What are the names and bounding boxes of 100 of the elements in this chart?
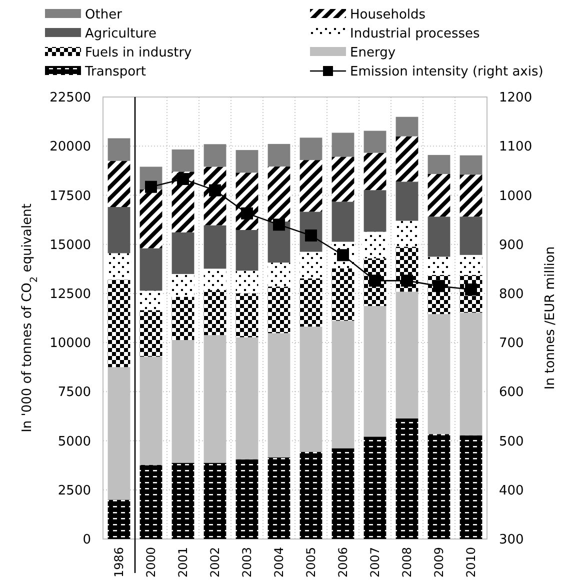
bar <box>428 154 450 174</box>
bar <box>172 340 194 463</box>
x-tick-label: 2004 <box>272 547 286 578</box>
bar <box>108 138 130 161</box>
bar <box>268 144 290 167</box>
bar <box>396 116 418 136</box>
bar <box>332 132 354 157</box>
legend-label: Fuels in industry <box>85 46 192 61</box>
bar <box>300 278 322 327</box>
bar <box>268 286 290 334</box>
y-tick-label: 0 <box>82 532 91 548</box>
y2-tick-label: 1100 <box>499 140 532 155</box>
bar <box>396 182 418 221</box>
bar <box>460 312 482 436</box>
point <box>433 280 445 292</box>
point <box>273 218 285 231</box>
bar <box>204 290 226 336</box>
y2-tick-label: 800 <box>499 286 524 302</box>
point <box>401 274 413 287</box>
bar <box>140 464 162 539</box>
bar <box>428 216 450 257</box>
point <box>177 173 189 186</box>
x-tick-label: 2003 <box>240 547 254 578</box>
bar <box>172 462 194 539</box>
y-tick-label: 5000 <box>58 434 91 450</box>
bar <box>268 166 290 222</box>
y2-tick-label: 500 <box>499 434 524 450</box>
bar <box>108 500 130 539</box>
y-tick-label: 15000 <box>50 238 91 253</box>
bar <box>460 174 482 217</box>
bar <box>364 152 386 190</box>
bar <box>172 149 194 172</box>
bar <box>396 136 418 182</box>
bar <box>332 202 354 242</box>
bar <box>236 293 258 338</box>
legend-label: Emission intensity (right axis) <box>350 64 544 80</box>
bar <box>204 462 226 539</box>
bar <box>236 230 258 271</box>
bar <box>204 144 226 167</box>
y-tick-label: 20000 <box>50 140 91 155</box>
y2-tick-label: 900 <box>499 238 524 253</box>
y2-tick-label: 600 <box>499 385 524 400</box>
legend-label: Industrial processes <box>350 26 480 42</box>
bar <box>300 138 322 160</box>
bar <box>460 155 482 175</box>
y-tick-label: 17500 <box>50 188 91 204</box>
x-tick-label: 2002 <box>208 547 222 578</box>
x-tick-label: 2009 <box>432 547 446 578</box>
bar <box>428 314 450 434</box>
legend-label: Energy <box>350 46 396 61</box>
y-tick-label: 2500 <box>58 483 91 498</box>
bar <box>108 160 130 208</box>
x-tick-label: 2007 <box>368 547 382 578</box>
y-tick-label: 10000 <box>50 336 91 352</box>
bar <box>108 207 130 254</box>
x-tick-label: 2000 <box>144 547 158 578</box>
y2-tick-label: 700 <box>499 336 524 352</box>
y2-tick-label: 1000 <box>499 188 532 204</box>
bar <box>300 452 322 539</box>
point <box>209 184 221 196</box>
legend-label: Other <box>85 8 123 23</box>
bar <box>204 335 226 463</box>
bar <box>140 248 162 291</box>
x-tick-label: 2008 <box>400 547 414 578</box>
bar <box>364 130 386 153</box>
legend-label: Households <box>350 8 426 23</box>
bar <box>332 320 354 448</box>
bar <box>108 367 130 500</box>
y-tick-label: 22500 <box>50 90 91 106</box>
bar <box>268 457 290 539</box>
y2-axis-title: In tonnes /EUR million <box>543 246 558 390</box>
x-tick-label: 2005 <box>304 547 318 578</box>
bar <box>460 435 482 539</box>
bar <box>364 190 386 232</box>
bar <box>332 448 354 539</box>
x-tick-label: 2006 <box>336 547 350 578</box>
legend-label: Agriculture <box>85 26 156 42</box>
bar <box>236 459 258 539</box>
bar <box>236 337 258 460</box>
bar <box>108 280 130 368</box>
bar <box>364 436 386 539</box>
bar <box>332 268 354 321</box>
bar <box>428 434 450 539</box>
legend-label: Transport <box>84 64 146 80</box>
bar <box>300 160 322 212</box>
bar <box>300 326 322 452</box>
bar <box>140 310 162 357</box>
y2-tick-label: 1200 <box>499 90 532 106</box>
bar <box>204 225 226 269</box>
bar <box>268 333 290 458</box>
bar <box>140 356 162 465</box>
bar <box>236 150 258 173</box>
point <box>145 180 157 193</box>
y-tick-label: 12500 <box>50 286 91 302</box>
x-tick-label: 1986 <box>112 547 126 578</box>
bar <box>172 232 194 274</box>
bar <box>396 292 418 418</box>
bar <box>396 418 418 539</box>
y2-tick-label: 300 <box>499 532 524 548</box>
y-tick-label: 7500 <box>58 385 91 400</box>
